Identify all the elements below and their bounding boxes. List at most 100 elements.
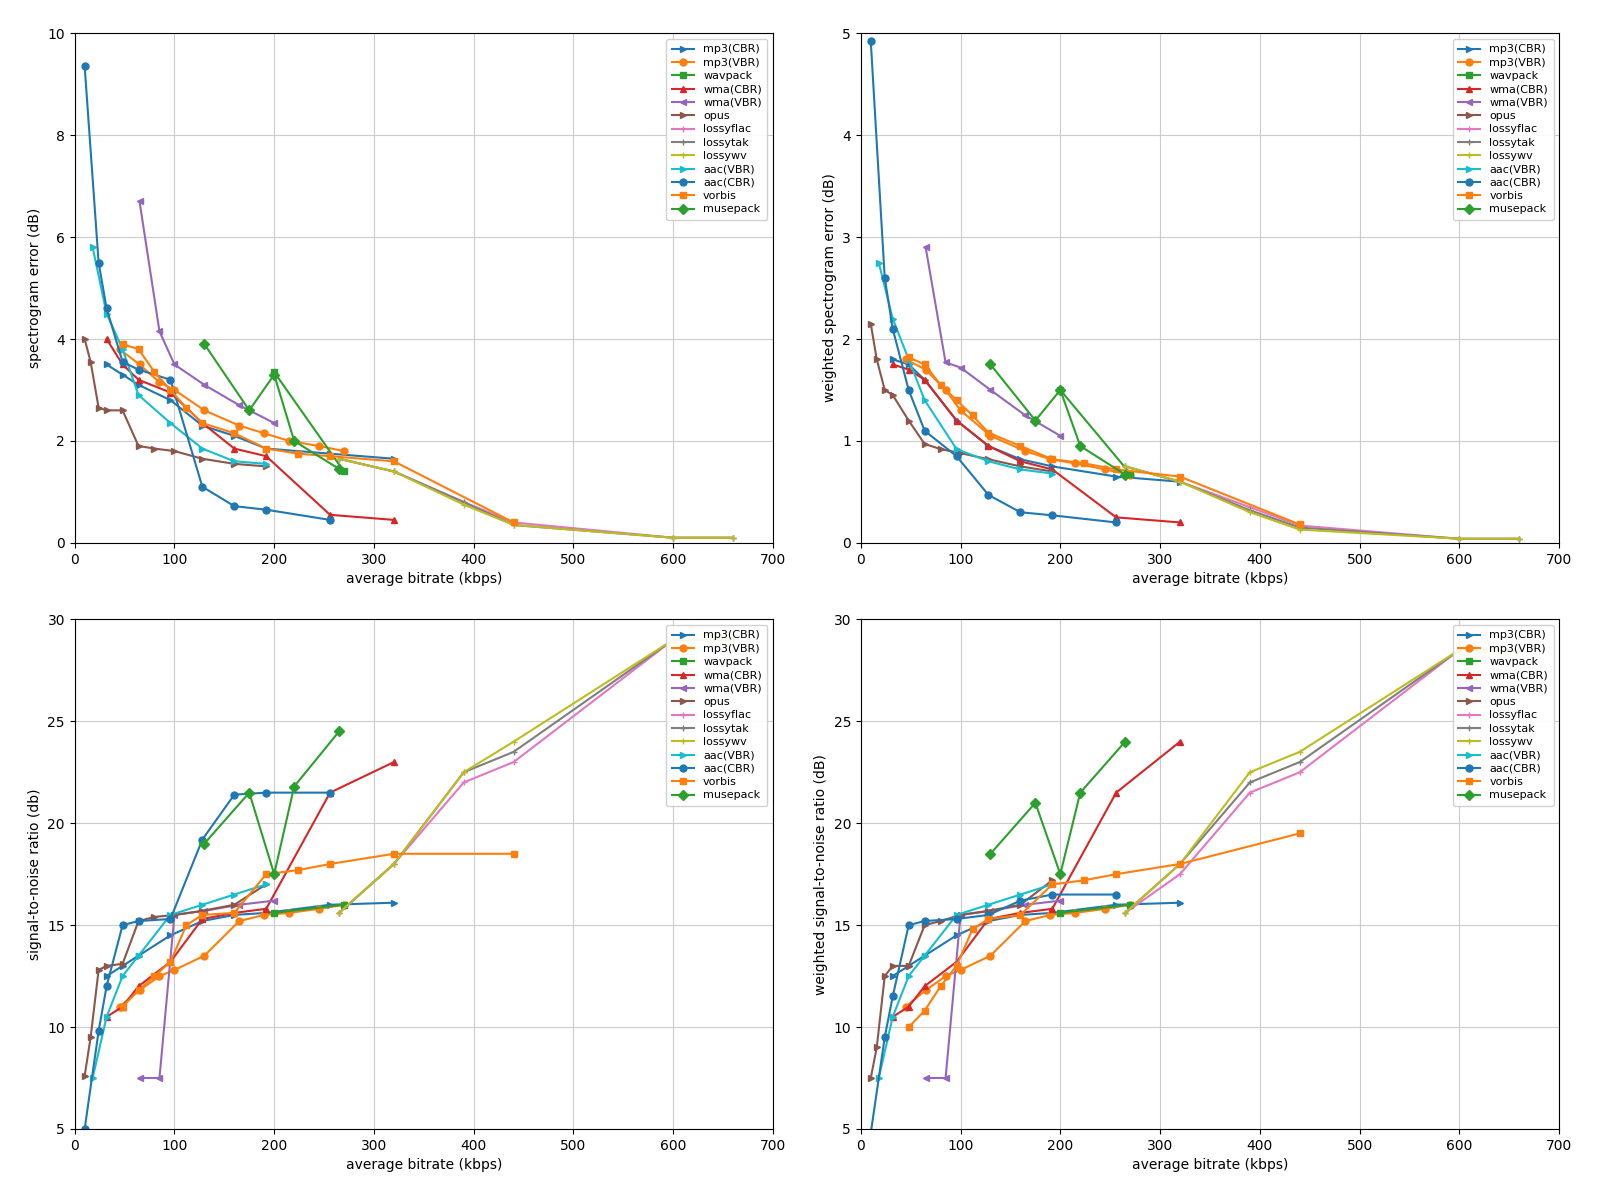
wma(VBR) <box>917 240 936 254</box>
wma(CBR) <box>1107 510 1126 524</box>
aac(CBR) <box>90 256 109 270</box>
lossywv <box>1115 906 1134 920</box>
wma(CBR) <box>320 508 339 522</box>
Line: lossyflac: lossyflac <box>1122 647 1523 917</box>
mp3(CBR) <box>114 367 133 382</box>
mp3(CBR) <box>1043 906 1062 920</box>
lossywv <box>1115 460 1134 474</box>
Line: wavpack: wavpack <box>1058 901 1134 917</box>
mp3(VBR) <box>254 907 274 922</box>
vorbis <box>504 515 523 529</box>
lossyflac <box>1290 518 1309 533</box>
musepack <box>240 786 259 800</box>
wma(VBR) <box>195 904 214 918</box>
wma(VBR) <box>950 360 970 374</box>
mp3(VBR) <box>1066 906 1085 920</box>
lossyflac <box>504 515 523 529</box>
aac(VBR) <box>114 968 133 983</box>
wma(VBR) <box>230 898 250 912</box>
opus <box>915 918 934 932</box>
aac(CBR) <box>90 1024 109 1038</box>
lossytak <box>384 464 403 479</box>
wma(VBR) <box>150 1070 170 1085</box>
lossytak <box>664 632 683 647</box>
opus <box>861 1070 880 1085</box>
wma(CBR) <box>256 449 275 463</box>
vorbis <box>1011 439 1030 454</box>
Line: aac(CBR): aac(CBR) <box>82 62 333 523</box>
Y-axis label: weighted spectrogram error (dB): weighted spectrogram error (dB) <box>822 174 837 402</box>
lossywv <box>330 906 349 920</box>
aac(VBR) <box>979 898 998 912</box>
vorbis <box>504 846 523 860</box>
wma(CBR) <box>192 912 211 926</box>
aac(VBR) <box>256 457 275 472</box>
lossytak <box>504 517 523 532</box>
Line: wma(CBR): wma(CBR) <box>102 336 397 523</box>
Line: mp3(CBR): mp3(CBR) <box>102 361 397 462</box>
vorbis <box>192 416 211 431</box>
musepack <box>330 725 349 739</box>
Legend: mp3(CBR), mp3(VBR), wavpack, wma(CBR), wma(VBR), opus, lossyflac, lossytak, loss: mp3(CBR), mp3(VBR), wavpack, wma(CBR), w… <box>1453 38 1554 220</box>
lossywv <box>1450 532 1469 546</box>
wma(VBR) <box>950 907 970 922</box>
aac(VBR) <box>192 898 211 912</box>
musepack <box>1026 413 1045 427</box>
aac(VBR) <box>83 1070 102 1085</box>
aac(VBR) <box>1011 887 1030 901</box>
mp3(CBR) <box>162 392 181 407</box>
wma(CBR) <box>1043 462 1062 476</box>
aac(VBR) <box>98 1009 117 1024</box>
musepack <box>981 846 1000 860</box>
opus <box>950 907 970 922</box>
vorbis <box>130 983 149 997</box>
vorbis <box>1171 469 1190 484</box>
opus <box>75 332 94 347</box>
Line: wma(CBR): wma(CBR) <box>890 738 1184 1020</box>
lossytak <box>1450 643 1469 658</box>
Line: lossytak: lossytak <box>1122 647 1523 917</box>
Line: wma(VBR): wma(VBR) <box>136 898 278 1081</box>
opus <box>146 910 165 924</box>
aac(VBR) <box>915 948 934 962</box>
aac(CBR) <box>915 914 934 929</box>
lossywv <box>1450 643 1469 658</box>
lossywv <box>723 632 742 647</box>
wavpack <box>334 464 354 479</box>
lossytak <box>723 632 742 647</box>
opus <box>979 452 998 467</box>
aac(CBR) <box>256 786 275 800</box>
aac(CBR) <box>224 499 243 514</box>
Legend: mp3(CBR), mp3(VBR), wavpack, wma(CBR), wma(VBR), opus, lossyflac, lossytak, loss: mp3(CBR), mp3(VBR), wavpack, wma(CBR), w… <box>1453 625 1554 806</box>
wma(CBR) <box>224 442 243 456</box>
mp3(VBR) <box>917 362 936 377</box>
Line: musepack: musepack <box>987 738 1128 877</box>
mp3(CBR) <box>1043 460 1062 474</box>
Line: lossytak: lossytak <box>336 455 736 541</box>
Line: mp3(CBR): mp3(CBR) <box>890 356 1184 485</box>
aac(VBR) <box>83 240 102 254</box>
mp3(CBR) <box>947 413 966 427</box>
mp3(CBR) <box>899 358 918 372</box>
wma(CBR) <box>1171 515 1190 529</box>
vorbis <box>963 922 982 936</box>
vorbis <box>979 912 998 926</box>
mp3(VBR) <box>1066 456 1085 470</box>
vorbis <box>1075 456 1094 470</box>
musepack <box>330 462 349 476</box>
aac(CBR) <box>979 907 998 922</box>
mp3(CBR) <box>384 451 403 466</box>
opus <box>224 457 243 472</box>
wavpack <box>1120 898 1139 912</box>
aac(CBR) <box>224 787 243 802</box>
Line: musepack: musepack <box>202 341 342 473</box>
aac(CBR) <box>130 362 149 377</box>
X-axis label: average bitrate (kbps): average bitrate (kbps) <box>1131 1158 1288 1172</box>
lossyflac <box>1450 532 1469 546</box>
Line: wma(CBR): wma(CBR) <box>102 758 397 1020</box>
Line: musepack: musepack <box>202 728 342 877</box>
lossywv <box>384 464 403 479</box>
wma(CBR) <box>130 372 149 386</box>
Line: lossytak: lossytak <box>336 636 736 917</box>
aac(CBR) <box>899 918 918 932</box>
